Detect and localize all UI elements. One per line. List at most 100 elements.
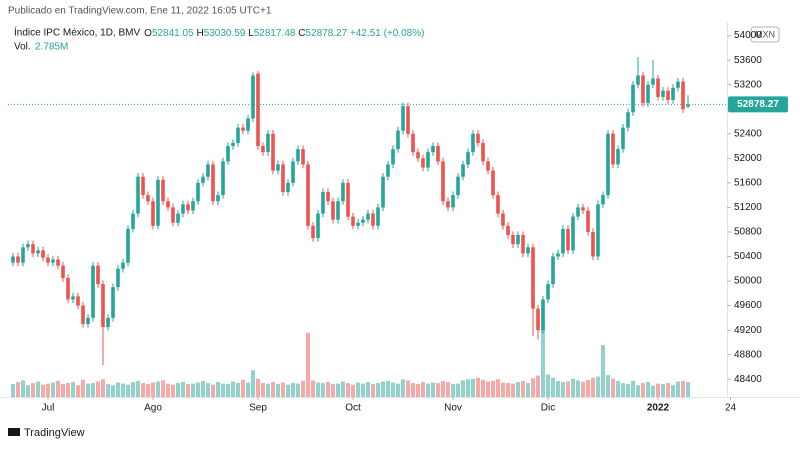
volume-bar: [76, 385, 80, 397]
candle-body: [611, 133, 615, 165]
candle-body: [121, 262, 125, 269]
candle-body: [481, 142, 485, 162]
ohlc-legend: O52841.05 H53030.59 L52817.48 C52878.27 …: [144, 28, 424, 39]
volume-bar: [161, 380, 165, 397]
x-tick-label: Nov: [444, 403, 462, 414]
volume-bar: [291, 383, 295, 397]
volume-bar: [631, 380, 635, 397]
volume-bar: [111, 385, 115, 397]
candle-body: [346, 182, 350, 217]
last-price-label: 52878.27: [737, 99, 779, 110]
candle-body: [311, 225, 315, 239]
volume-bar: [261, 383, 265, 397]
candle-body: [401, 106, 405, 131]
candle-body: [116, 268, 120, 288]
volume-bar: [401, 379, 405, 397]
x-tick-label: Oct: [345, 403, 361, 414]
candle-body: [221, 161, 225, 196]
candle-body: [411, 133, 415, 153]
volume-bar: [311, 380, 315, 397]
logo: [8, 428, 20, 436]
volume-bar: [116, 382, 120, 397]
volume-bar: [321, 383, 325, 397]
candle-body: [561, 228, 565, 254]
volume-bar: [86, 383, 90, 397]
volume-bar: [366, 382, 370, 397]
volume-bar: [391, 382, 395, 397]
volume-bar: [561, 382, 565, 397]
volume-bar: [651, 385, 655, 397]
y-tick-label: 53600: [734, 55, 762, 66]
volume-bar: [501, 382, 505, 397]
volume-bar: [211, 384, 215, 397]
volume-bar: [521, 380, 525, 397]
volume-bar: [271, 382, 275, 397]
volume-bar: [571, 378, 575, 397]
candle-body: [676, 81, 680, 88]
volume-bar: [601, 345, 605, 397]
candle-body: [31, 244, 35, 254]
volume-bar: [681, 380, 685, 397]
volume-bar: [156, 381, 160, 397]
candle-body: [16, 256, 20, 263]
candle-body: [301, 149, 305, 165]
volume-bar: [91, 383, 95, 397]
candle-body: [326, 192, 330, 202]
candle-body: [396, 130, 400, 150]
volume-bar: [461, 380, 465, 397]
candle-body: [126, 228, 130, 263]
volume-bar: [516, 382, 520, 397]
candle-body: [21, 247, 25, 263]
volume-bar: [396, 383, 400, 397]
candle-body: [141, 176, 145, 196]
candle-body: [81, 305, 85, 324]
x-tick-label: 24: [725, 403, 737, 414]
candle-body: [171, 207, 175, 223]
candle-body: [431, 146, 435, 153]
candle-body: [51, 259, 55, 263]
volume-bar: [181, 382, 185, 397]
volume-bar: [141, 383, 145, 397]
candle-body: [351, 216, 355, 226]
candle-body: [636, 75, 640, 85]
candle-body: [131, 213, 135, 229]
candle-body: [491, 170, 495, 196]
volume-bar: [541, 322, 545, 397]
candle-body: [306, 164, 310, 226]
x-tick-label: Ago: [144, 403, 162, 414]
candle-body: [291, 161, 295, 183]
published-note: Publicado en TradingView.com, Ene 11, 20…: [8, 6, 272, 17]
candle-body: [666, 90, 670, 101]
volume-bar: [196, 382, 200, 397]
x-tick-label: 2022: [647, 403, 670, 414]
candle-body: [111, 287, 115, 318]
volume-bar: [566, 381, 570, 397]
candle-body: [336, 201, 340, 220]
volume-bar: [411, 383, 415, 397]
candle-body: [231, 142, 235, 147]
volume-bar: [676, 381, 680, 397]
candle-body: [196, 182, 200, 202]
volume-bar: [131, 382, 135, 397]
candle-body: [461, 164, 465, 177]
candle-body: [266, 133, 270, 153]
volume-bar: [616, 380, 620, 397]
volume-bar: [531, 378, 535, 397]
candle-body: [601, 195, 605, 205]
candle-body: [511, 235, 515, 245]
candle-body: [671, 87, 675, 101]
volume-bar: [126, 384, 130, 397]
candle-body: [296, 149, 300, 162]
candle-body: [86, 317, 90, 324]
candle-body: [61, 265, 65, 278]
candle-body: [421, 158, 425, 168]
candle-body: [316, 213, 320, 239]
candle-body: [191, 201, 195, 211]
candle-body: [251, 75, 255, 119]
volume-bar: [221, 383, 225, 397]
candle-body: [151, 201, 155, 226]
candle-body: [96, 265, 100, 285]
candle-body: [281, 164, 285, 193]
candle-body: [436, 146, 440, 162]
volume-bar: [441, 380, 445, 397]
